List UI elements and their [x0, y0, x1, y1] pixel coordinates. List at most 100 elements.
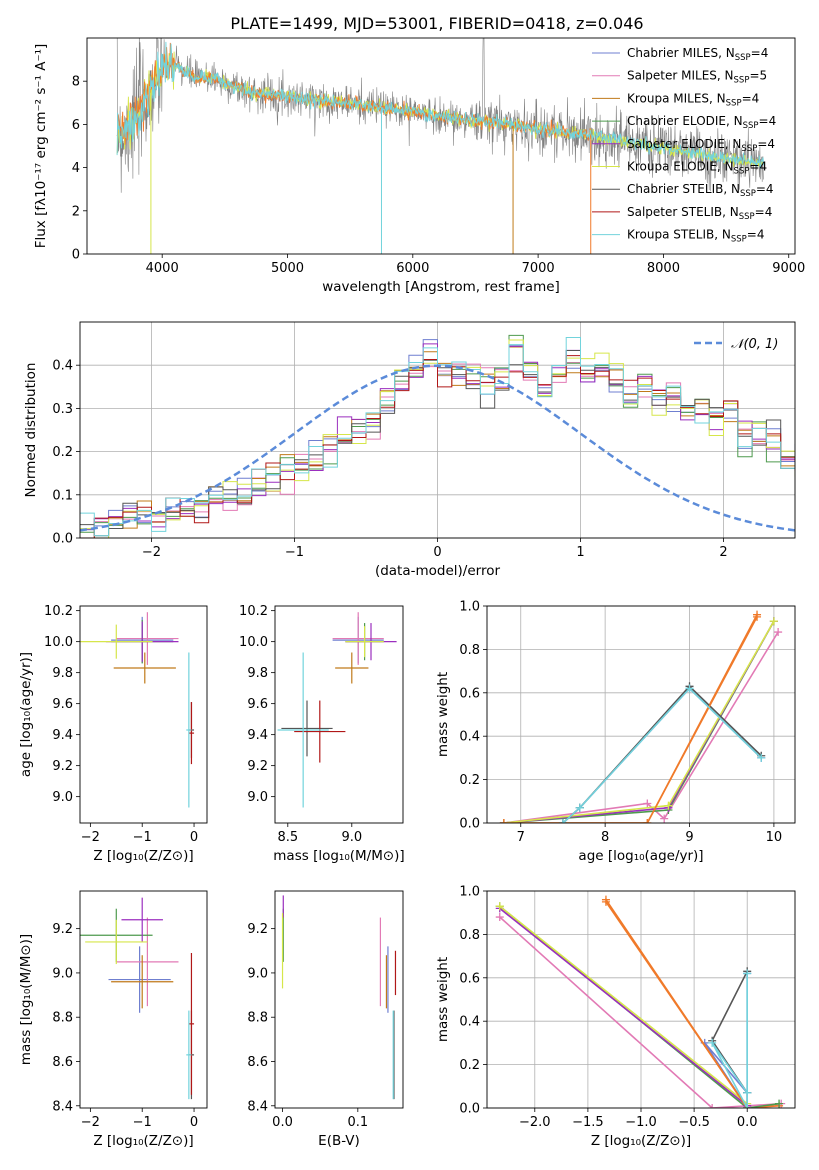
mass-weight-marker — [643, 799, 652, 808]
residual-step — [80, 362, 795, 538]
mass-weight-line — [562, 687, 762, 823]
x-tick-label: −2 — [142, 545, 161, 560]
mass-weight-marker — [685, 684, 694, 693]
mass-weight-marker — [774, 628, 783, 637]
model-spectrum — [116, 41, 765, 169]
x-tick-label: 0 — [190, 1115, 198, 1130]
mass-weight-line — [503, 631, 779, 823]
x-tick-label: −1 — [133, 830, 152, 845]
mass_vs_Z-points — [80, 897, 195, 1100]
mass-weight-marker — [643, 819, 652, 823]
x-tick-label: 0.1 — [347, 1115, 368, 1130]
mass-weight-line — [503, 620, 775, 823]
x-tick-label: 10 — [766, 830, 783, 845]
legend-label: Salpeter MILES, NSSP=5 — [627, 69, 767, 86]
mass-weight-marker — [743, 969, 752, 978]
y-tick-label: 0.2 — [459, 773, 480, 788]
mass_vs_EBV-axes: 0.0 0.1 8.4 8.6 8.8 9.0 9.2 E(B-V) — [247, 922, 368, 1149]
y-axis-label: age [log₁₀(age/yr)] — [18, 652, 34, 777]
y-tick-label: 0.0 — [459, 1102, 480, 1117]
residual-step — [80, 336, 795, 537]
y-tick-label: 2 — [72, 204, 80, 219]
y-tick-label: 0 — [72, 248, 80, 263]
mass-weight-marker — [660, 814, 669, 823]
y-tick-label: 9.8 — [247, 666, 268, 681]
y-tick-label: 0.0 — [459, 817, 480, 832]
normal-legend-label: 𝒩(0, 1) — [731, 337, 778, 352]
y-tick-label: 6 — [72, 118, 80, 133]
mass_vs_Z-frame — [79, 890, 208, 1109]
age_vs_mass-points — [277, 612, 397, 808]
mass-weight-marker — [601, 897, 610, 906]
mass_weight_vs_age-axes: 7 8 9 10 0.0 0.2 0.4 0.6 0.8 1.0 age [log₁₀(age/yr… — [435, 600, 795, 864]
y-tick-label: 9.4 — [247, 728, 268, 743]
x-tick-label: 8.5 — [277, 830, 298, 845]
mass-weight-line — [605, 901, 748, 1108]
y-tick-label: 9.2 — [247, 922, 268, 937]
x-axis-label: Z [log₁₀(Z/Z⊙)] — [93, 1133, 193, 1149]
mass-weight-line — [499, 905, 748, 1105]
y-axis-label: Normed distribution — [23, 363, 39, 498]
mass_vs_Z-axes: −2 −1 0 8.4 8.6 8.8 9.0 9.2 Z [log₁₀(Z/Z⊙)] mass … — [18, 922, 198, 1149]
mass-weight-line — [711, 973, 748, 1108]
y-tick-label: 0.8 — [459, 928, 480, 943]
age_vs_Z-frame — [79, 605, 208, 824]
spectrum-axes: 4000 5000 6000 7000 8000 9000 0 2 4 6 8 wavelength … — [33, 44, 805, 295]
x-axis-label: wavelength [Angstrom, rest frame] — [322, 279, 560, 295]
mass-weight-marker — [495, 902, 504, 911]
mass_weight_vs_Z-lines — [495, 895, 786, 1108]
y-tick-label: 0.6 — [459, 971, 480, 986]
age_vs_Z-axes: −2 −1 0 9.0 9.2 9.4 9.6 9.8 10.0 10.2 Z [log₁₀(Z/Z… — [18, 604, 198, 864]
y-tick-label: 0.0 — [52, 532, 73, 547]
x-axis-label: Z [log₁₀(Z/Z⊙)] — [591, 1133, 691, 1149]
y-tick-label: 10.2 — [44, 604, 73, 619]
y-tick-label: 8.8 — [52, 1011, 73, 1026]
spectrum-frame — [86, 37, 796, 255]
y-tick-label: 8.6 — [247, 1055, 268, 1070]
mass_vs_EBV-points — [281, 895, 397, 1100]
mass-weight-marker — [757, 753, 766, 762]
y-tick-label: 9.4 — [52, 728, 73, 743]
y-tick-label: 0.8 — [459, 643, 480, 658]
y-tick-label: 9.0 — [247, 966, 268, 981]
y-tick-label: 1.0 — [459, 600, 480, 615]
x-tick-label: 9.0 — [341, 830, 362, 845]
x-tick-label: 4000 — [146, 261, 179, 276]
mass-weight-line — [562, 685, 762, 823]
y-tick-label: 10.2 — [239, 604, 268, 619]
legend-label: Chabrier MILES, NSSP=4 — [627, 46, 768, 63]
x-tick-label: −2 — [81, 830, 100, 845]
y-tick-label: 0.4 — [459, 730, 480, 745]
x-tick-label: 8 — [601, 830, 609, 845]
y-tick-label: 0.4 — [459, 1015, 480, 1030]
y-tick-label: 9.2 — [52, 922, 73, 937]
x-tick-label: 0.0 — [737, 1115, 758, 1130]
y-tick-label: 9.2 — [247, 759, 268, 774]
y-axis-label: Flux [fλ10⁻¹⁷ erg cm⁻² s⁻¹ A⁻¹] — [33, 44, 49, 249]
y-axis-label: mass [log₁₀(M/M⊙)] — [18, 934, 34, 1065]
y-tick-label: 8.6 — [52, 1055, 73, 1070]
y-tick-label: 4 — [72, 161, 80, 176]
residual-histograms — [80, 334, 795, 538]
mass-weight-line — [499, 907, 748, 1107]
x-tick-label: −1.5 — [572, 1115, 604, 1130]
y-axis-label: mass weight — [435, 957, 451, 1042]
x-tick-label: −2 — [81, 1115, 100, 1130]
y-tick-label: 0.1 — [52, 488, 73, 503]
x-tick-label: 5000 — [271, 261, 304, 276]
y-tick-label: 8.4 — [52, 1099, 73, 1114]
x-axis-label: E(B-V) — [318, 1133, 360, 1149]
y-tick-label: 9.6 — [247, 697, 268, 712]
y-tick-label: 8 — [72, 75, 80, 90]
mass-weight-marker — [775, 1099, 784, 1108]
mass-weight-line — [503, 620, 775, 823]
x-tick-label: 9 — [685, 830, 693, 845]
y-tick-label: 0.2 — [52, 445, 73, 460]
x-axis-label: (data-model)/error — [375, 563, 501, 579]
age_vs_Z-points — [80, 612, 195, 808]
x-tick-label: 0.0 — [272, 1115, 293, 1130]
x-tick-label: 7000 — [522, 261, 555, 276]
y-tick-label: 0.6 — [459, 686, 480, 701]
legend-label: Kroupa STELIB, NSSP=4 — [627, 228, 765, 245]
mass-weight-marker — [499, 819, 508, 823]
